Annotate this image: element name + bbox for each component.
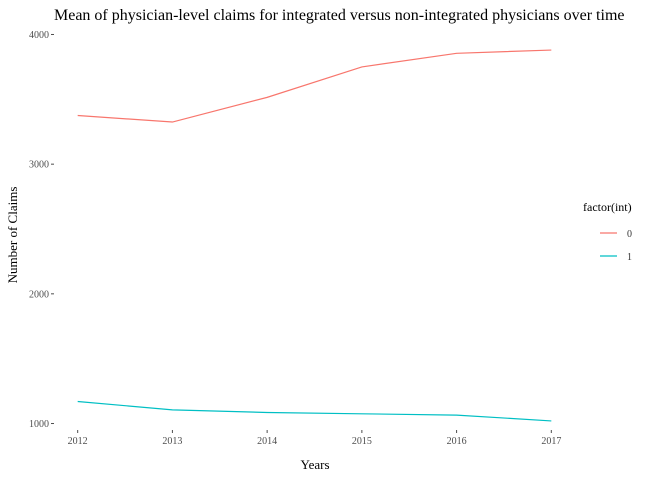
x-tick-label: 2017 xyxy=(541,436,561,447)
plot-area xyxy=(77,49,552,422)
y-axis: 1000 2000 3000 4000 xyxy=(29,30,54,430)
y-tick-label: 2000 xyxy=(29,289,49,300)
x-tick-label: 2013 xyxy=(162,436,182,447)
y-tick-label: 3000 xyxy=(29,160,49,171)
legend-label-0: 0 xyxy=(627,229,632,240)
y-tick-label: 1000 xyxy=(29,419,49,430)
x-tick-label: 2012 xyxy=(68,436,88,447)
chart-title: Mean of physician-level claims for integ… xyxy=(54,7,624,24)
legend-title: factor(int) xyxy=(583,200,632,214)
legend-label-1: 1 xyxy=(627,252,632,263)
legend: factor(int) 0 1 xyxy=(583,200,632,263)
y-axis-title: Number of Claims xyxy=(5,187,20,284)
series-line-0 xyxy=(77,49,552,123)
x-tick-label: 2015 xyxy=(352,436,372,447)
series-line-1 xyxy=(77,400,552,422)
x-tick-label: 2016 xyxy=(447,436,467,447)
x-axis-title: Years xyxy=(300,457,329,472)
x-tick-label: 2014 xyxy=(257,436,277,447)
y-tick-label: 4000 xyxy=(29,30,49,41)
x-axis: 2012 2013 2014 2015 2016 2017 xyxy=(68,430,561,447)
